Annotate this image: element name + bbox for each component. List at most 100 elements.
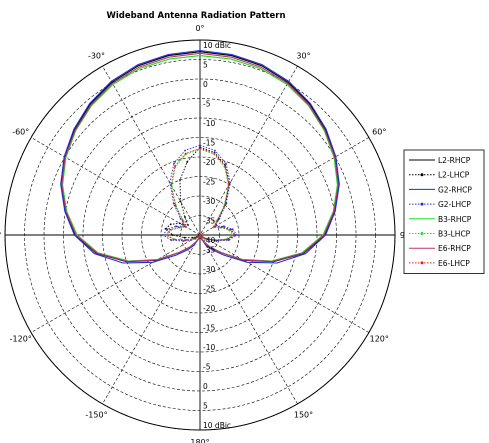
legend-marker	[420, 261, 424, 265]
series-point	[179, 179, 181, 181]
series-point	[196, 236, 199, 238]
series-point	[179, 217, 182, 220]
radial-tick-label-lower: -20	[203, 304, 215, 313]
series-point	[199, 234, 201, 236]
series-point	[201, 236, 204, 238]
radial-tick-label-lower: -30	[203, 265, 215, 274]
legend-label: L2-RHCP	[438, 156, 471, 165]
angle-label: -60°	[12, 128, 29, 137]
series-point	[194, 237, 197, 240]
series-point	[213, 152, 216, 155]
series-point	[185, 239, 187, 241]
axis-labels: 0°30°60°90°120°150°180°-150°-120°-90°-60…	[0, 24, 414, 443]
series-point	[225, 162, 227, 165]
series-point	[169, 228, 171, 231]
series-point	[182, 240, 185, 242]
radial-tick-label: -5	[203, 100, 211, 109]
series-point	[229, 181, 232, 184]
legend: L2-RHCP L2-LHCP G2-RHCP G2-LHCP B3-RHCP B3-LH…	[403, 149, 485, 274]
legend-box	[403, 149, 485, 274]
legend-label: E6-LHCP	[438, 259, 470, 268]
series-point	[220, 226, 223, 229]
series-point	[223, 204, 226, 207]
series-e6-lhcp	[164, 147, 236, 241]
radial-tick-label: -30	[203, 197, 215, 206]
radial-tick-label-lower: -25	[203, 285, 215, 294]
series-point	[173, 162, 175, 165]
radial-tick-label: -40	[203, 236, 215, 245]
series-point	[164, 234, 167, 236]
angle-label: 30°	[296, 52, 310, 61]
series-point	[183, 236, 186, 239]
series-point	[213, 225, 216, 228]
series-point	[213, 239, 215, 241]
legend-label: G2-LHCP	[438, 200, 471, 209]
radial-tick-label-lower: 5	[203, 402, 208, 411]
series-point	[175, 225, 178, 228]
legend-marker	[420, 202, 424, 206]
grid-spoke	[102, 65, 298, 405]
radial-tick-label-lower: 10 dBic	[203, 421, 231, 430]
angle-label: -90°	[0, 231, 2, 240]
series-point	[227, 239, 230, 241]
series-point	[205, 237, 207, 240]
series-point	[229, 228, 231, 231]
series-point	[184, 152, 187, 155]
series-point	[162, 234, 164, 236]
radial-tick-label-lower: -5	[203, 363, 211, 372]
series-point	[216, 219, 219, 222]
series-point	[184, 225, 187, 228]
series-point	[174, 165, 176, 168]
series-point	[166, 228, 169, 231]
legend-label: G2-RHCP	[438, 185, 472, 194]
series-line	[162, 144, 238, 242]
series-point	[199, 147, 201, 150]
angle-label: 120°	[370, 335, 389, 344]
series-point	[177, 226, 180, 229]
series-point	[179, 200, 182, 203]
angle-label: 180°	[190, 438, 209, 443]
series-point	[224, 165, 226, 168]
radial-tick-label: -20	[203, 158, 215, 167]
series-point	[225, 238, 228, 241]
legend-label: E6-RHCP	[438, 244, 471, 253]
legend-marker	[420, 173, 424, 177]
series-point	[222, 225, 225, 228]
series-point	[171, 234, 174, 236]
series-point	[172, 238, 175, 241]
angle-label: 60°	[372, 128, 386, 137]
legend-label: B3-RHCP	[438, 215, 472, 224]
legend-label: B3-LHCP	[438, 230, 471, 239]
series-point	[164, 228, 167, 230]
series-point	[227, 184, 230, 186]
series-point	[215, 240, 218, 242]
series-point	[193, 237, 195, 240]
series-point	[169, 223, 172, 226]
radial-tick-label: -15	[203, 139, 215, 148]
radial-tick-label-lower: -15	[203, 324, 215, 333]
radial-tick-label-lower: -35	[203, 246, 215, 255]
series-point	[233, 234, 236, 236]
series-point	[231, 228, 234, 231]
series-point	[172, 202, 175, 205]
series-point	[170, 184, 173, 186]
radial-tick-label: 5	[203, 61, 208, 70]
radial-tick-label: 0	[203, 80, 208, 89]
angle-label: -30°	[88, 52, 105, 61]
angle-label: 150°	[294, 410, 313, 419]
series-point	[186, 161, 189, 163]
grid-spoke	[30, 137, 370, 333]
series-point	[168, 181, 171, 184]
angle-label: -150°	[85, 410, 107, 419]
series-point	[184, 216, 186, 218]
series-line	[164, 146, 236, 241]
angle-label: 0°	[195, 24, 204, 33]
radial-tick-label-lower: -10	[203, 343, 215, 352]
radial-tick-label: -25	[203, 178, 215, 187]
radial-tick-label: -10	[203, 119, 215, 128]
legend-marker	[420, 232, 424, 235]
grid-spoke	[30, 137, 370, 333]
series-point	[213, 149, 216, 152]
series-point	[218, 217, 221, 220]
